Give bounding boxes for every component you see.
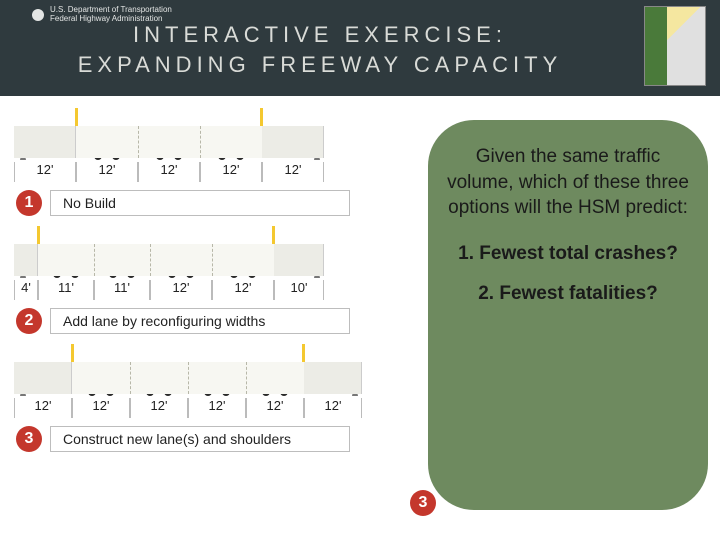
option-number-badge: 1: [16, 190, 42, 216]
lane-strip: [14, 244, 324, 276]
lane: [94, 244, 150, 276]
lane-width-label: 12': [150, 280, 212, 300]
option-row: 1 No Build: [16, 190, 394, 216]
dimension-row: 12'12'12'12'12'12': [14, 398, 362, 418]
cover-thumbnail: [644, 6, 706, 86]
title-line-2: EXPANDING FREEWAY CAPACITY: [0, 52, 640, 78]
question-bubble: Given the same traffic volume, which of …: [428, 120, 708, 510]
option-row: 3 Construct new lane(s) and shoulders: [16, 426, 394, 452]
lane-strip: [14, 362, 362, 394]
slide-title: INTERACTIVE EXERCISE: EXPANDING FREEWAY …: [0, 22, 640, 78]
lane-width-label: 12': [246, 398, 304, 418]
road-diagram: 4'11'11'12'12'10': [14, 226, 384, 306]
lane: [188, 362, 246, 394]
header-bar: U.S. Department of Transportation Federa…: [0, 0, 720, 96]
lane-width-label: 12': [72, 398, 130, 418]
lane: [72, 362, 130, 394]
dot-seal-icon: [32, 9, 44, 21]
lane-width-label: 11': [38, 280, 94, 300]
hidden-badge-icon: 3: [410, 490, 436, 516]
lane-width-label: 12': [138, 162, 200, 182]
lane-width-label: 12': [130, 398, 188, 418]
lane: [212, 244, 274, 276]
lane: [200, 126, 262, 158]
dimension-row: 4'11'11'12'12'10': [14, 280, 324, 300]
scenario-1: 12'12'12'12'12'1No Build: [14, 108, 394, 216]
shoulder: [14, 126, 76, 158]
option-label: Add lane by reconfiguring widths: [50, 308, 350, 334]
thumbnail-band: [645, 7, 667, 85]
question-1: 1. Fewest total crashes?: [446, 243, 690, 265]
lane-width-label: 12': [76, 162, 138, 182]
lane-width-label: 12': [262, 162, 324, 182]
lane-width-label: 12': [14, 162, 76, 182]
option-label: Construct new lane(s) and shoulders: [50, 426, 350, 452]
lane-width-label: 12': [188, 398, 246, 418]
shoulder: [14, 362, 72, 394]
title-line-1: INTERACTIVE EXERCISE:: [0, 22, 640, 48]
lane-width-label: 4': [14, 280, 38, 300]
shoulder: [274, 244, 324, 276]
road-diagram: 12'12'12'12'12'12': [14, 344, 384, 424]
lane-width-label: 11': [94, 280, 150, 300]
scenarios-column: 12'12'12'12'12'1No Build4'11'11'12'12'10…: [14, 108, 394, 462]
lane: [38, 244, 94, 276]
lane-strip: [14, 126, 324, 158]
lane: [130, 362, 188, 394]
lane-width-label: 12': [304, 398, 362, 418]
option-number-badge: 2: [16, 308, 42, 334]
lane-width-label: 12': [212, 280, 274, 300]
shoulder: [262, 126, 324, 158]
lane: [138, 126, 200, 158]
lane-width-label: 12': [14, 398, 72, 418]
lane: [246, 362, 304, 394]
scenario-3: 12'12'12'12'12'12'3Construct new lane(s)…: [14, 344, 394, 452]
shoulder: [304, 362, 362, 394]
scenario-2: 4'11'11'12'12'10'2Add lane by reconfigur…: [14, 226, 394, 334]
question-lead: Given the same traffic volume, which of …: [446, 144, 690, 221]
shoulder: [14, 244, 38, 276]
lane: [150, 244, 212, 276]
option-number-badge: 3: [16, 426, 42, 452]
question-2: 2. Fewest fatalities?: [446, 283, 690, 305]
road-diagram: 12'12'12'12'12': [14, 108, 384, 188]
option-label: No Build: [50, 190, 350, 216]
lane-width-label: 10': [274, 280, 324, 300]
dimension-row: 12'12'12'12'12': [14, 162, 324, 182]
lane-width-label: 12': [200, 162, 262, 182]
agency-label: U.S. Department of Transportation Federa…: [32, 6, 172, 24]
lane: [76, 126, 138, 158]
slide: U.S. Department of Transportation Federa…: [0, 0, 720, 540]
option-row: 2 Add lane by reconfiguring widths: [16, 308, 394, 334]
